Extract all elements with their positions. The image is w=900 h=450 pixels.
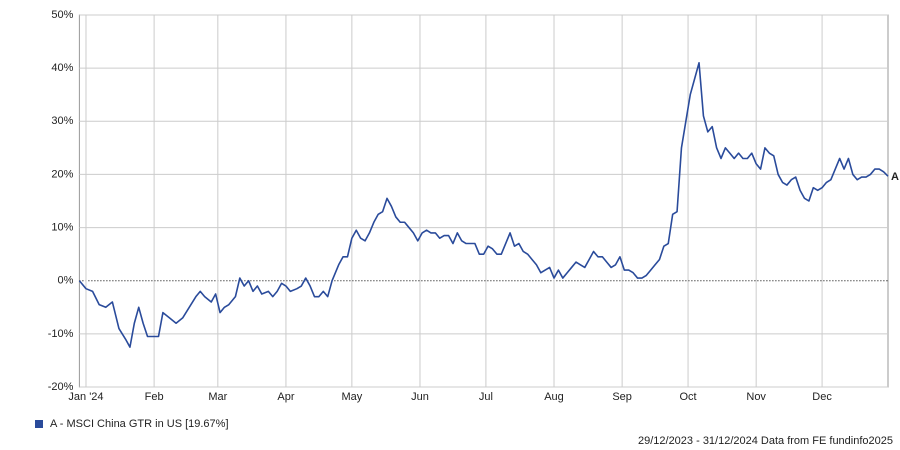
series-end-label: A: [891, 171, 899, 183]
x-tick-label: Feb: [145, 391, 164, 403]
y-tick-label: 50%: [51, 9, 73, 21]
legend-label: A - MSCI China GTR in US [19.67%]: [50, 418, 229, 430]
x-tick-label: Oct: [679, 391, 696, 403]
x-tick-label: May: [341, 391, 362, 403]
y-tick-label: 20%: [51, 168, 73, 180]
x-tick-label: Dec: [812, 391, 832, 403]
x-tick-label: Mar: [208, 391, 227, 403]
x-tick-label: Jun: [411, 391, 429, 403]
x-tick-label: Apr: [277, 391, 294, 403]
line-series: [78, 62, 889, 348]
x-tick-label: Jan '24: [68, 391, 103, 403]
x-tick-label: Nov: [746, 391, 766, 403]
y-tick-label: 0%: [57, 275, 73, 287]
y-tick-label: -20%: [48, 381, 74, 393]
y-tick-label: 40%: [51, 62, 73, 74]
y-tick-label: 30%: [51, 115, 73, 127]
x-tick-label: Jul: [479, 391, 493, 403]
legend-swatch: [35, 420, 43, 428]
x-tick-label: Sep: [612, 391, 632, 403]
y-tick-label: 10%: [51, 221, 73, 233]
y-tick-label: -10%: [48, 328, 74, 340]
footer: 29/12/2023 - 31/12/2024 Data from FE fun…: [638, 435, 893, 447]
x-tick-label: Aug: [544, 391, 564, 403]
